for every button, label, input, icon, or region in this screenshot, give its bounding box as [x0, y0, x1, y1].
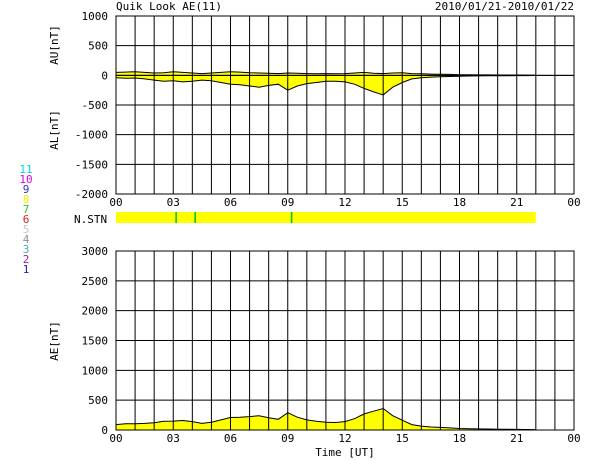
- legend-station-11: 11: [19, 163, 32, 176]
- au-al-panel: 1000 500 0 -500 -1000 -1500 -2000 00 03 06 09 12 15…: [48, 10, 581, 209]
- x-tick-label: 03: [167, 432, 180, 445]
- y-tick-label: 1000: [82, 10, 109, 23]
- x-tick-label: 06: [224, 432, 237, 445]
- y-tick-label: 500: [88, 394, 108, 407]
- legend-station-6: 6: [23, 213, 30, 226]
- y-tick-label: 0: [101, 69, 108, 82]
- legend-station-10: 10: [19, 173, 32, 186]
- legend-station-4: 4: [23, 233, 30, 246]
- plot-title: Quik Look AE(11): [116, 0, 222, 13]
- y-tick-label: 1500: [82, 335, 109, 348]
- y-tick-label: -2000: [75, 188, 108, 201]
- legend-station-3: 3: [23, 243, 30, 256]
- panel-frame: [115, 15, 575, 195]
- x-tick-label: 12: [338, 432, 351, 445]
- au-axis-label: AU[nT]: [48, 25, 61, 65]
- series-ae-area: [116, 408, 536, 430]
- y-tick-label: 500: [88, 40, 108, 53]
- legend-station-5: 5: [23, 223, 30, 236]
- y-tick-label: -1000: [75, 129, 108, 142]
- legend-station-9: 9: [23, 183, 30, 196]
- legend-station-8: 8: [23, 193, 30, 206]
- station-count-strip: N.STN: [74, 212, 536, 226]
- legend-station-2: 2: [23, 253, 30, 266]
- x-tick-label: 18: [453, 432, 466, 445]
- x-tick-label: 15: [396, 432, 409, 445]
- y-tick-label: 0: [101, 424, 108, 437]
- station-count-label: N.STN: [74, 213, 107, 226]
- x-axis-label: Time [UT]: [315, 446, 375, 459]
- x-tick-label: 21: [510, 432, 523, 445]
- ae-axis-label: AE[nT]: [48, 321, 61, 361]
- x-tick-label: 00: [109, 196, 122, 209]
- x-tick-label: 00: [567, 196, 580, 209]
- ae-panel: 3000 2500 2000 1500 1000 500 0 00 03 06 09 12 15 18 2…: [48, 245, 581, 459]
- legend-station-1: 1: [23, 263, 30, 276]
- x-tick-label: 21: [510, 196, 523, 209]
- y-tick-label: -1500: [75, 158, 108, 171]
- x-tick-label: 09: [281, 432, 294, 445]
- y-tick-label: 2000: [82, 305, 109, 318]
- panel-frame: [115, 250, 575, 431]
- y-tick-label: 3000: [82, 245, 109, 258]
- x-tick-label: 12: [338, 196, 351, 209]
- y-tick-label: -500: [82, 99, 109, 112]
- al-axis-label: AL[nT]: [48, 110, 61, 150]
- legend-station-7: 7: [23, 203, 30, 216]
- series-al-area: [116, 75, 536, 95]
- y-tick-label: 2500: [82, 275, 109, 288]
- x-tick-label: 06: [224, 196, 237, 209]
- y-tick-label: 1000: [82, 364, 109, 377]
- x-tick-label: 03: [167, 196, 180, 209]
- x-tick-label: 15: [396, 196, 409, 209]
- station-coverage-bar: [116, 212, 536, 223]
- x-tick-label: 00: [109, 432, 122, 445]
- x-tick-label: 18: [453, 196, 466, 209]
- x-tick-label: 09: [281, 196, 294, 209]
- date-range: 2010/01/21-2010/01/22: [435, 0, 574, 13]
- x-tick-label: 00: [567, 432, 580, 445]
